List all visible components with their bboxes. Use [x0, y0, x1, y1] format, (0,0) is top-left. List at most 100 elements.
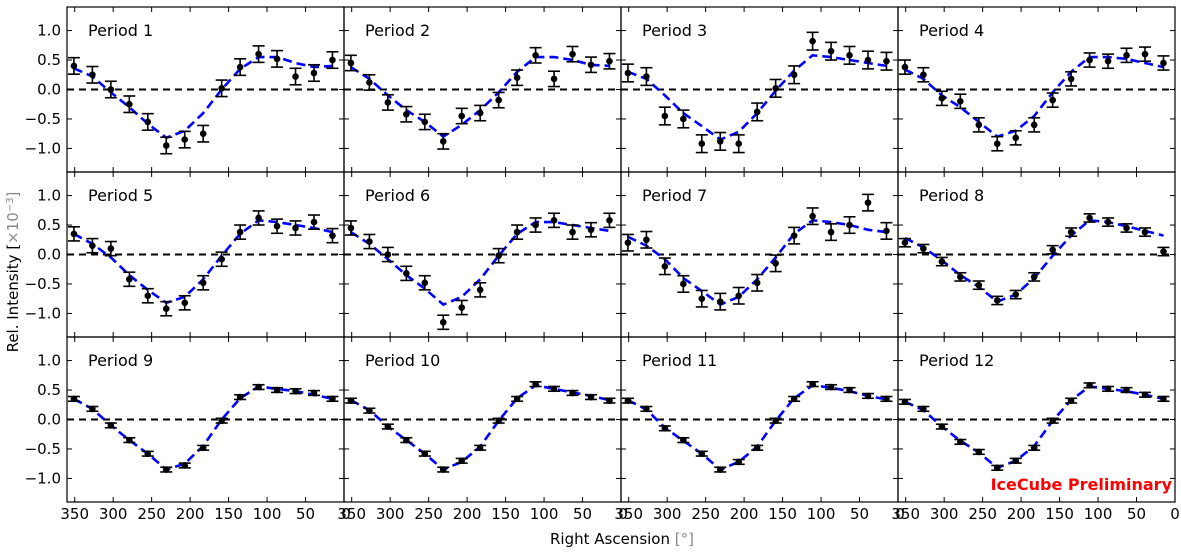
- x-tick-label: 100: [530, 505, 559, 523]
- data-point: [162, 466, 170, 473]
- y-tick-label: −0.5: [25, 440, 61, 458]
- data-point: [1012, 134, 1020, 142]
- data-point: [569, 389, 576, 397]
- fit-curve: [350, 220, 610, 307]
- y-tick-label: 0.5: [37, 381, 61, 399]
- data-point: [1104, 385, 1112, 393]
- panel-title: Period 7: [642, 186, 707, 205]
- data-point: [1049, 96, 1056, 104]
- data-point: [864, 56, 872, 64]
- data-point: [846, 386, 853, 394]
- fit-curve: [350, 55, 610, 139]
- data-point: [181, 136, 189, 143]
- x-tick-label: 50: [296, 505, 315, 523]
- x-tick-label: 150: [1045, 505, 1074, 523]
- data-point: [144, 450, 152, 457]
- data-point: [846, 221, 853, 229]
- data-point: [384, 99, 392, 106]
- data-point: [1123, 224, 1130, 232]
- panel-3: Period 3: [620, 6, 899, 173]
- data-point: [476, 444, 484, 452]
- data-point: [883, 395, 890, 403]
- data-point: [513, 228, 521, 236]
- data-point: [218, 255, 225, 263]
- data-point: [753, 108, 761, 116]
- y-tick-label: 1.0: [37, 22, 61, 40]
- panel-title: Period 11: [642, 351, 717, 370]
- data-point: [975, 448, 983, 456]
- data-point: [329, 232, 336, 239]
- data-point: [421, 118, 429, 126]
- data-point: [70, 395, 78, 403]
- data-point: [661, 262, 669, 270]
- x-tick-label: 350: [337, 505, 366, 523]
- data-point: [236, 63, 244, 71]
- data-point: [993, 464, 1001, 472]
- data-point: [864, 392, 872, 400]
- data-point: [661, 425, 669, 432]
- data-point: [126, 275, 133, 283]
- x-tick-label: 0: [1170, 505, 1180, 523]
- y-tick-label: −1.0: [25, 469, 61, 487]
- x-tick-label: 200: [176, 505, 205, 523]
- data-point: [439, 466, 447, 473]
- data-point: [476, 286, 484, 294]
- data-point: [1141, 391, 1149, 399]
- x-tick-label: 50: [1127, 505, 1146, 523]
- data-point: [716, 466, 724, 473]
- x-tick-label: 350: [891, 505, 920, 523]
- data-point: [70, 230, 78, 238]
- y-tick-label: 0.0: [37, 81, 61, 99]
- data-point: [883, 57, 890, 65]
- x-tick-label: 150: [491, 505, 520, 523]
- x-tick-label: 0: [895, 505, 905, 523]
- panel-title: Period 8: [919, 186, 984, 205]
- data-point: [993, 297, 1001, 304]
- x-tick-label: 200: [453, 505, 482, 523]
- data-point: [107, 422, 115, 429]
- data-point: [643, 405, 650, 413]
- panels-layer: −1.0 −0.5 0.0 0.5 1.0 Period 1 Period 2 Period …: [25, 6, 1180, 523]
- data-point: [107, 245, 115, 252]
- x-tick-label: 150: [768, 505, 797, 523]
- data-point: [495, 96, 502, 104]
- data-point: [957, 97, 964, 105]
- data-point: [458, 304, 466, 311]
- data-point: [550, 75, 558, 83]
- data-point: [1049, 417, 1056, 424]
- x-tick-label: 200: [730, 505, 759, 523]
- data-point: [255, 383, 262, 391]
- x-tick-label: 0: [341, 505, 351, 523]
- panel-6: Period 6: [343, 171, 622, 338]
- x-tick-label: 0: [618, 505, 628, 523]
- data-point: [89, 71, 96, 79]
- panel-title: Period 2: [365, 21, 430, 40]
- data-point: [292, 73, 299, 80]
- data-point: [476, 109, 484, 117]
- data-point: [680, 115, 687, 123]
- x-tick-label: 100: [1084, 505, 1113, 523]
- data-point: [403, 436, 410, 444]
- fit-curve: [904, 55, 1164, 139]
- data-point: [1104, 218, 1112, 226]
- data-point: [144, 292, 152, 300]
- y-tick-label: −0.5: [25, 110, 61, 128]
- x-tick-label: 50: [850, 505, 869, 523]
- data-point: [329, 395, 336, 403]
- data-point: [772, 260, 779, 267]
- data-point: [273, 386, 281, 394]
- data-point: [735, 458, 743, 466]
- data-point: [883, 227, 890, 235]
- data-point: [790, 232, 798, 239]
- panel-11: 350 300 250 200 150 100 50 0 Period 11: [614, 336, 899, 523]
- y-tick-label: −1.0: [25, 304, 61, 322]
- x-tick-label: 300: [930, 505, 959, 523]
- data-point: [643, 236, 650, 244]
- data-point: [495, 417, 502, 424]
- data-point: [366, 407, 373, 414]
- data-point: [772, 85, 779, 92]
- data-point: [347, 224, 355, 232]
- data-point: [162, 142, 170, 149]
- data-point: [957, 273, 964, 281]
- data-point: [292, 387, 299, 395]
